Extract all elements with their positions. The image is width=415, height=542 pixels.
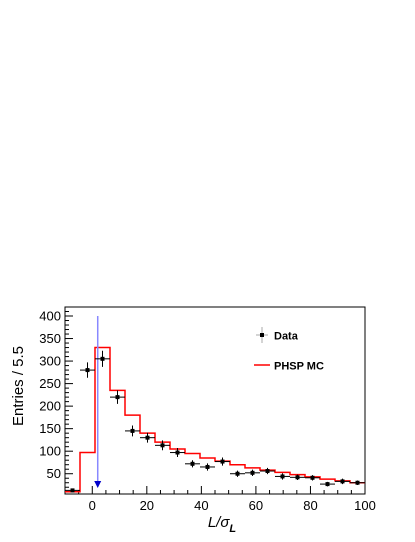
y-tick-label: 200 xyxy=(39,399,61,414)
y-tick-label: 250 xyxy=(39,376,61,391)
data-point xyxy=(70,488,75,493)
y-tick-label: 50 xyxy=(47,466,61,481)
x-tick-label: 80 xyxy=(303,498,317,513)
data-point xyxy=(355,480,360,485)
y-tick-label: 150 xyxy=(39,421,61,436)
data-point xyxy=(130,428,135,433)
x-tick-label: 60 xyxy=(249,498,263,513)
plot-frame xyxy=(64,306,366,495)
data-point xyxy=(310,475,315,480)
data-point xyxy=(250,470,255,475)
data-point xyxy=(295,475,300,480)
legend-data-marker xyxy=(260,333,264,337)
x-tick-label: 100 xyxy=(354,498,376,513)
x-axis-title-subscript: L xyxy=(229,523,236,535)
data-point xyxy=(175,450,180,455)
y-tick-label: 100 xyxy=(39,444,61,459)
data-point xyxy=(340,479,345,484)
y-axis-title-group: Entries / 5.5 xyxy=(10,346,27,426)
legend-mc-label: PHSP MC xyxy=(274,361,324,373)
data-point xyxy=(325,482,330,487)
y-tick-label: 350 xyxy=(39,331,61,346)
data-point xyxy=(100,356,105,361)
axis-ticks: 0 20 40 60 80 100 50 100 150 200 250 300 350 400 xyxy=(39,306,376,513)
data-point xyxy=(115,395,120,400)
data-point xyxy=(235,471,240,476)
data-point xyxy=(145,435,150,440)
data-point xyxy=(280,474,285,479)
y-axis-title: Entries / 5.5 xyxy=(10,346,27,426)
cut-arrow-head xyxy=(94,481,102,488)
y-tick-label: 400 xyxy=(39,309,61,324)
y-tick-label: 300 xyxy=(39,354,61,369)
data-point xyxy=(190,461,195,466)
x-tick-label: 40 xyxy=(194,498,208,513)
data-point xyxy=(160,443,165,448)
x-tick-label: 0 xyxy=(89,498,96,513)
x-axis-title-main: L/σ xyxy=(208,514,231,531)
legend: Data PHSP MC xyxy=(254,327,324,373)
data-point xyxy=(85,368,90,373)
data-points xyxy=(65,350,365,493)
data-point xyxy=(265,469,270,474)
data-point xyxy=(205,464,210,469)
cut-marker xyxy=(94,316,102,488)
legend-data-label: Data xyxy=(274,331,299,343)
x-tick-label: 20 xyxy=(140,498,154,513)
x-axis-title: L/σL xyxy=(208,514,237,535)
data-point xyxy=(220,459,225,464)
